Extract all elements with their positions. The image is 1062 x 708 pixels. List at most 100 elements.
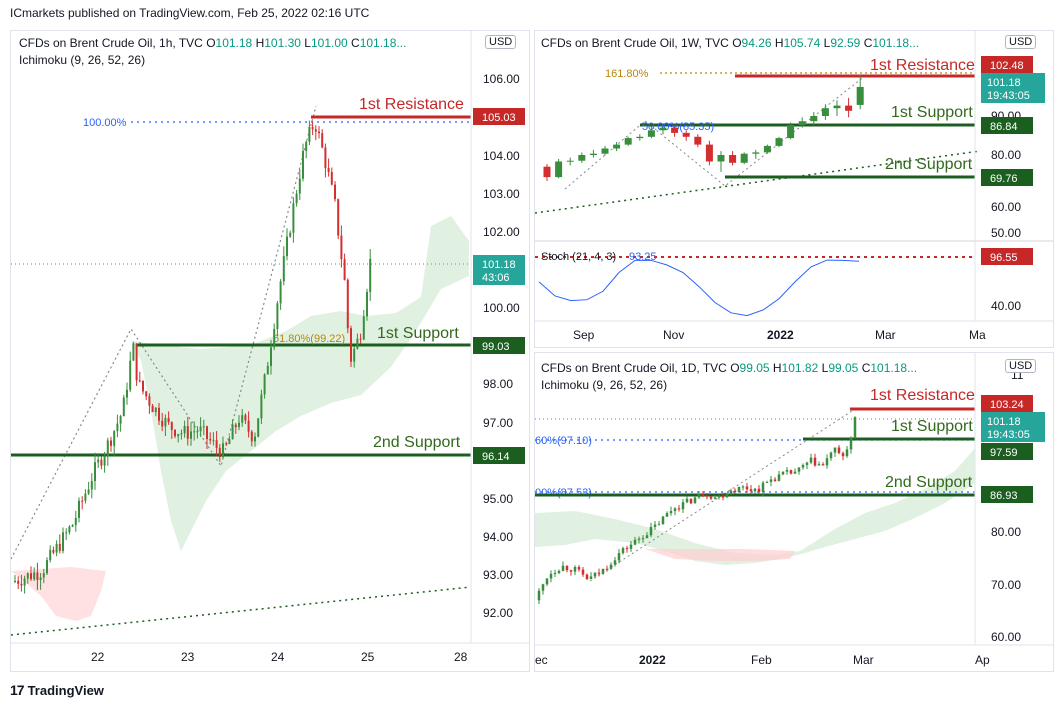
candle-body [129,360,132,390]
candle-body [308,126,311,142]
candle-body [241,415,244,423]
candle-body [589,153,597,155]
support-2-tag-1h [473,447,525,464]
ohlc-open-1w: 94.26 [741,36,772,50]
chart-panel-1w[interactable]: 161.80% 1st Resistance 1st Support 50.00… [534,30,1054,348]
x-axis-1w: Sep Nov 2022 Mar Ma [573,328,986,342]
candle-body [110,440,112,446]
candle-body [167,417,170,423]
chart-1h-svg[interactable]: 100.00% 1st Resistance 1st Support 61.80… [11,31,529,671]
candle-body [183,426,186,434]
symbol-title-1h[interactable]: CFDs on Brent Crude Oil, 1h, TVC [19,36,203,50]
candle-body [765,481,769,483]
candle-body [90,481,93,490]
candle-body [613,144,621,149]
candle-body [74,517,77,526]
chart-1d-svg[interactable]: 60%(97.10) 00%(87.53) 1st Resistance 1st… [535,353,1053,671]
candle-body [621,548,625,554]
stoch-level-tag-text: 96.55 [990,252,1018,264]
y-tick-1h: 102.00 [483,225,520,239]
candle-body [343,259,346,280]
candle-body [789,470,793,474]
candle-body [81,500,84,502]
candle-body [777,474,781,481]
y-tick-1h: 94.00 [483,530,513,544]
stoch-line [538,259,860,317]
candle-body [199,426,202,432]
ohlc-open-label: O [732,36,742,50]
ichimoku-cloud-red-1d [645,549,795,561]
candle-body [62,532,64,551]
indicator-label-1h[interactable]: Ichimoku (9, 26, 52, 26) [19,53,146,67]
candle-body [557,570,561,573]
symbol-title-1d[interactable]: CFDs on Brent Crude Oil, 1D, TVC [541,361,727,375]
candle-body [787,125,795,139]
candle-body [773,479,777,481]
candle-body [20,583,23,586]
y-tick-1h: 106.00 [483,72,520,86]
chart-1w-svg[interactable]: 161.80% 1st Resistance 1st Support 50.00… [535,31,1053,347]
candle-body [801,465,805,468]
candle-body [825,458,829,466]
y-tick-stoch: 40.00 [991,299,1021,313]
tradingview-footer[interactable]: 17 TradingView [10,682,104,698]
currency-button-1d[interactable]: USD [1005,359,1037,373]
candle-body [145,391,148,397]
ohlc-close-1h: 101.18... [359,36,407,50]
candle-body [170,422,173,430]
candle-body [697,493,701,498]
candle-body [84,493,87,501]
candle-body [729,155,737,163]
candle-body [26,573,29,579]
candle-body [537,590,541,601]
candle-body [222,443,224,458]
support-2-tag-1d [981,486,1033,503]
candle-body [561,565,565,571]
symbol-title-1w[interactable]: CFDs on Brent Crude Oil, 1W, TVC [541,36,729,50]
y-tick-1h: 103.00 [483,187,520,201]
candle-body [193,431,196,433]
resistance-1-tag-text-1w: 102.48 [990,60,1024,72]
candle-body [673,508,677,512]
ohlc-close-label: C [863,36,873,50]
candle-body [555,161,563,178]
currency-button-1h[interactable]: USD [485,35,517,49]
candle-body [856,86,864,105]
support-1-tag-1w [981,117,1033,134]
x-tick-1w: Nov [663,328,684,342]
candle-body [87,489,90,494]
chart-panel-1d[interactable]: 60%(97.10) 00%(87.53) 1st Resistance 1st… [534,352,1054,672]
candle-body [334,184,336,200]
candle-body [103,455,106,466]
price-tag-1h [473,255,525,285]
candle-body [545,578,549,585]
candle-body [566,160,574,162]
candle-body [321,133,324,148]
candle-body [177,434,180,437]
candle-body [713,497,717,499]
candle-body [694,136,702,145]
candle-body [573,566,577,572]
candle-body [837,447,841,454]
chart-panel-1h[interactable]: 100.00% 1st Resistance 1st Support 61.80… [10,30,530,672]
y-tick-1d: 70.00 [991,578,1021,592]
candle-body [659,127,667,131]
candle-body [289,232,292,237]
candle-body [65,532,68,534]
ichimoku-cloud-red-1h [11,567,106,621]
candle-body [833,105,841,109]
currency-button-1w[interactable]: USD [1005,35,1037,49]
candle-body [578,155,586,161]
candle-body [186,426,189,439]
y-axis-1h: 106.00 104.00 103.00 102.00 100.00 98.00… [483,72,520,620]
candle-body [725,494,729,498]
x-tick-1d: ec [535,653,548,667]
ohlc-open-1h: 101.18 [215,36,253,50]
indicator-label-1d[interactable]: Ichimoku (9, 26, 52, 26) [541,378,668,392]
candle-body [113,431,116,446]
candle-body [671,127,679,133]
candle-body [180,433,183,435]
candle-body [247,420,250,432]
candle-body [330,172,333,185]
candle-body [257,418,260,437]
